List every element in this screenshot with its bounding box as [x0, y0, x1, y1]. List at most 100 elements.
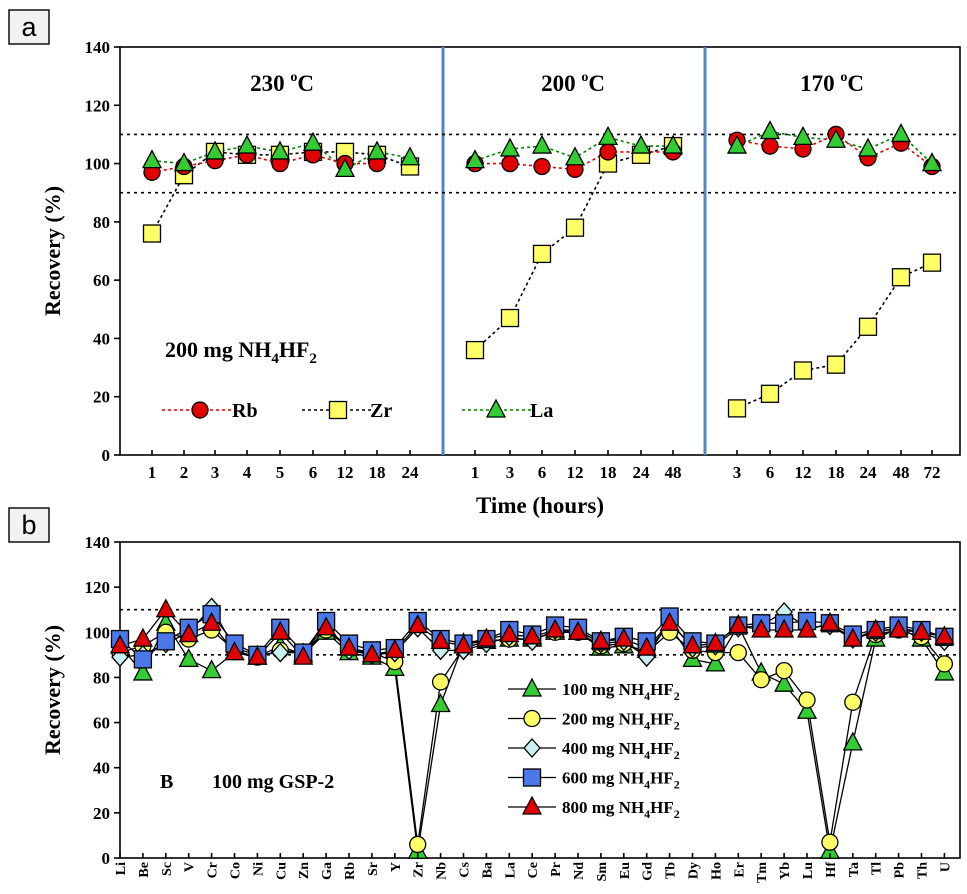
panel-a-point-zr — [793, 361, 813, 380]
panel-a-point-zr — [142, 224, 162, 243]
panel-a-point-la — [366, 140, 388, 160]
panel-b-x-tick-label: La — [503, 862, 518, 878]
panel-a-point-rb — [533, 157, 551, 176]
panel-a-point-la — [334, 158, 356, 178]
panel-b-plot-frame — [119, 541, 961, 859]
panel-b-x-tick-label: Sr — [366, 862, 381, 876]
panel-b-y-tick-label: 100 — [85, 623, 111, 642]
panel-b-x-tick-label: Rb — [343, 862, 358, 880]
panel-b-point — [293, 645, 314, 665]
panel-b-point — [636, 636, 657, 656]
panel-b-x-tick-label: Y — [389, 862, 404, 872]
panel-b-x-tick-label: Hf — [824, 862, 839, 878]
panel-b-point — [409, 835, 427, 854]
panel-a-y-tick-label: 40 — [93, 329, 110, 348]
panel-a-point-la — [173, 152, 195, 172]
panel-a-point-zr — [465, 340, 485, 360]
panel-a-x-axis-label: Time (hours) — [476, 493, 604, 518]
panel-b-y-tick-label: 20 — [93, 804, 110, 823]
panel-b-point — [384, 638, 405, 658]
panel-b-series-line — [119, 621, 945, 852]
panel-b-x-tick-label: Ho — [709, 862, 724, 880]
panel-b-y-tick-label: 140 — [85, 533, 111, 552]
panel-a-y-axis-label: Recovery (%) — [40, 186, 65, 316]
panel-a-point-la — [597, 125, 619, 145]
panel-b-point — [752, 671, 770, 689]
panel-b-legend-label: 100 mg NH4HF2 — [562, 680, 680, 703]
panel-b-point — [567, 620, 589, 640]
panel-a-x-tick-label: 5 — [276, 463, 285, 482]
panel-b-legend-marker — [523, 738, 541, 758]
panel-a-point-la — [759, 120, 781, 140]
panel-a-point-la — [662, 134, 684, 154]
panel-a-x-tick-label: 12 — [795, 463, 812, 482]
panel-b-point — [201, 659, 222, 679]
panel-a-point-zr — [532, 244, 552, 264]
panel-b-point — [682, 634, 703, 654]
panel-b-x-tick-label: Be — [137, 862, 152, 878]
panel-a-x-tick-label: 6 — [309, 463, 318, 482]
panel-b-point — [613, 627, 634, 647]
panel-b-point — [132, 627, 153, 647]
panel-b-point — [476, 627, 497, 647]
panel-b-x-tick-label: V — [183, 862, 198, 872]
panel-a-tag — [8, 9, 50, 45]
panel-b-y-tick-label: 120 — [85, 578, 111, 597]
panel-a-y-tick-label: 140 — [85, 38, 111, 57]
panel-b-point — [590, 629, 611, 649]
panel-a-x-tick-label: 2 — [180, 463, 189, 482]
panel-a-point-la — [236, 134, 258, 154]
panel-a-legend-label: Zr — [370, 400, 392, 422]
panel-a-point-la — [630, 134, 652, 154]
panel-a-series-line-la — [151, 142, 411, 171]
panel-b-x-tick-label: U — [938, 862, 953, 872]
panel-b-x-tick-label: Er — [732, 862, 747, 878]
panel-b-point — [132, 661, 153, 681]
panel-b-point — [935, 655, 954, 673]
panel-b-point — [201, 611, 222, 631]
panel-b-point — [796, 699, 818, 719]
panel-b-x-tick-label: Cu — [274, 862, 289, 880]
panel-a-point-la — [141, 149, 163, 169]
panel-a-point-rb — [599, 143, 617, 161]
panel-b-point — [774, 618, 795, 638]
panel-b-y-tick-label: 0 — [102, 849, 111, 868]
panel-a-x-tick-label: 48 — [893, 463, 910, 482]
panel-b-point — [156, 632, 175, 651]
panel-a-point-zr — [500, 308, 520, 328]
panel-a-point-la — [890, 123, 912, 143]
panel-b-legend-label: 200 mg NH4HF2 — [562, 710, 680, 733]
panel-b-point — [934, 625, 955, 645]
panel-b-legend-marker — [521, 677, 543, 697]
panel-b-point — [224, 641, 245, 661]
panel-a-point-la — [464, 149, 486, 169]
panel-a-group-title: 170 oC — [800, 70, 864, 96]
panel-a-point-zr — [858, 317, 878, 336]
panel-b-x-tick-label: Cs — [458, 861, 473, 877]
panel-a-annotation: 200 mg NH4HF2 — [165, 337, 317, 367]
panel-b-x-tick-label: Zn — [297, 862, 312, 879]
panel-b-point — [361, 643, 382, 663]
panel-a-point-rb — [761, 137, 779, 155]
panel-b-point — [844, 693, 862, 711]
panel-a-point-la — [302, 131, 324, 151]
panel-a-y-tick-label: 0 — [102, 446, 111, 465]
panel-b-legend-marker — [522, 768, 542, 787]
panel-b-y-axis-label: Recovery (%) — [40, 625, 65, 755]
panel-b-annotation-b: B — [160, 771, 173, 793]
panel-a-plot-frame — [119, 46, 961, 456]
panel-b-point — [430, 693, 451, 713]
panel-b-point — [453, 634, 474, 654]
panel-b-point — [109, 634, 131, 654]
panel-a-y-tick-label: 100 — [85, 155, 111, 174]
panel-b-x-tick-label: Yb — [778, 862, 793, 880]
panel-a-legend-label: La — [530, 400, 553, 422]
panel-a-point-zr — [727, 399, 747, 418]
panel-a-legend-marker — [485, 398, 507, 418]
panel-a-x-tick-label: 24 — [402, 463, 420, 482]
panel-b-point — [888, 618, 909, 638]
panel-b-letter: b — [21, 510, 36, 540]
panel-a-legend-marker — [191, 401, 209, 419]
panel-a-point-zr — [891, 268, 911, 287]
